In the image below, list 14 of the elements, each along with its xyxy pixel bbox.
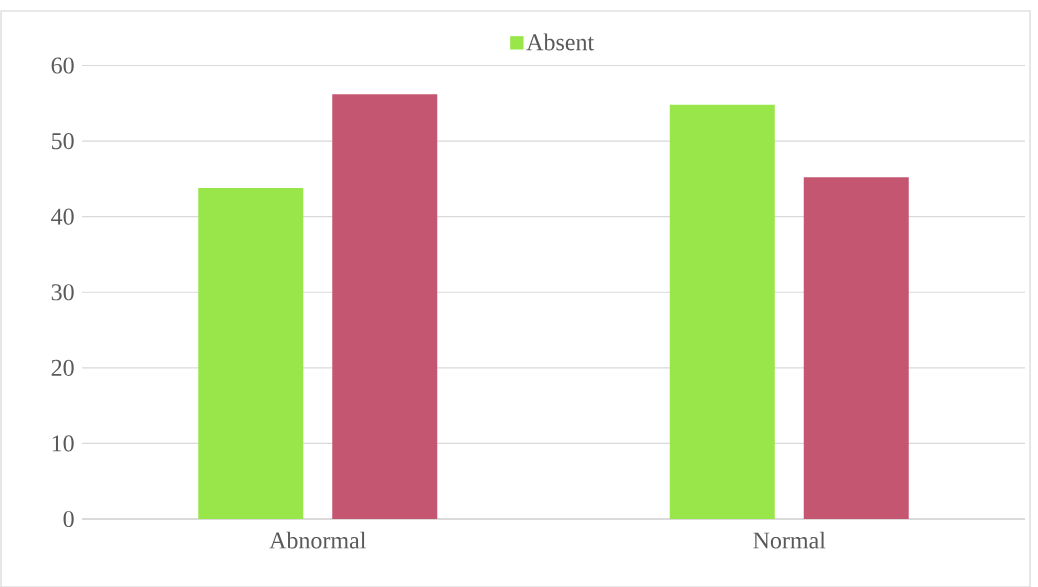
legend-label: Absent [526,33,595,51]
y-tick-label: 10 [52,435,74,452]
x-tick-label: Abnormal [269,531,366,549]
y-tick-label: 50 [52,133,74,150]
bar [198,187,304,519]
bar [669,104,775,519]
bar [803,177,909,519]
y-tick-label: 30 [51,284,74,301]
y-tick-label: 60 [51,57,74,74]
y-tick-label: 20 [51,359,74,376]
bar [332,94,438,519]
y-tick-label: 40 [51,208,74,225]
y-tick-label: 0 [63,510,74,528]
x-tick-label: Normal [753,531,826,549]
